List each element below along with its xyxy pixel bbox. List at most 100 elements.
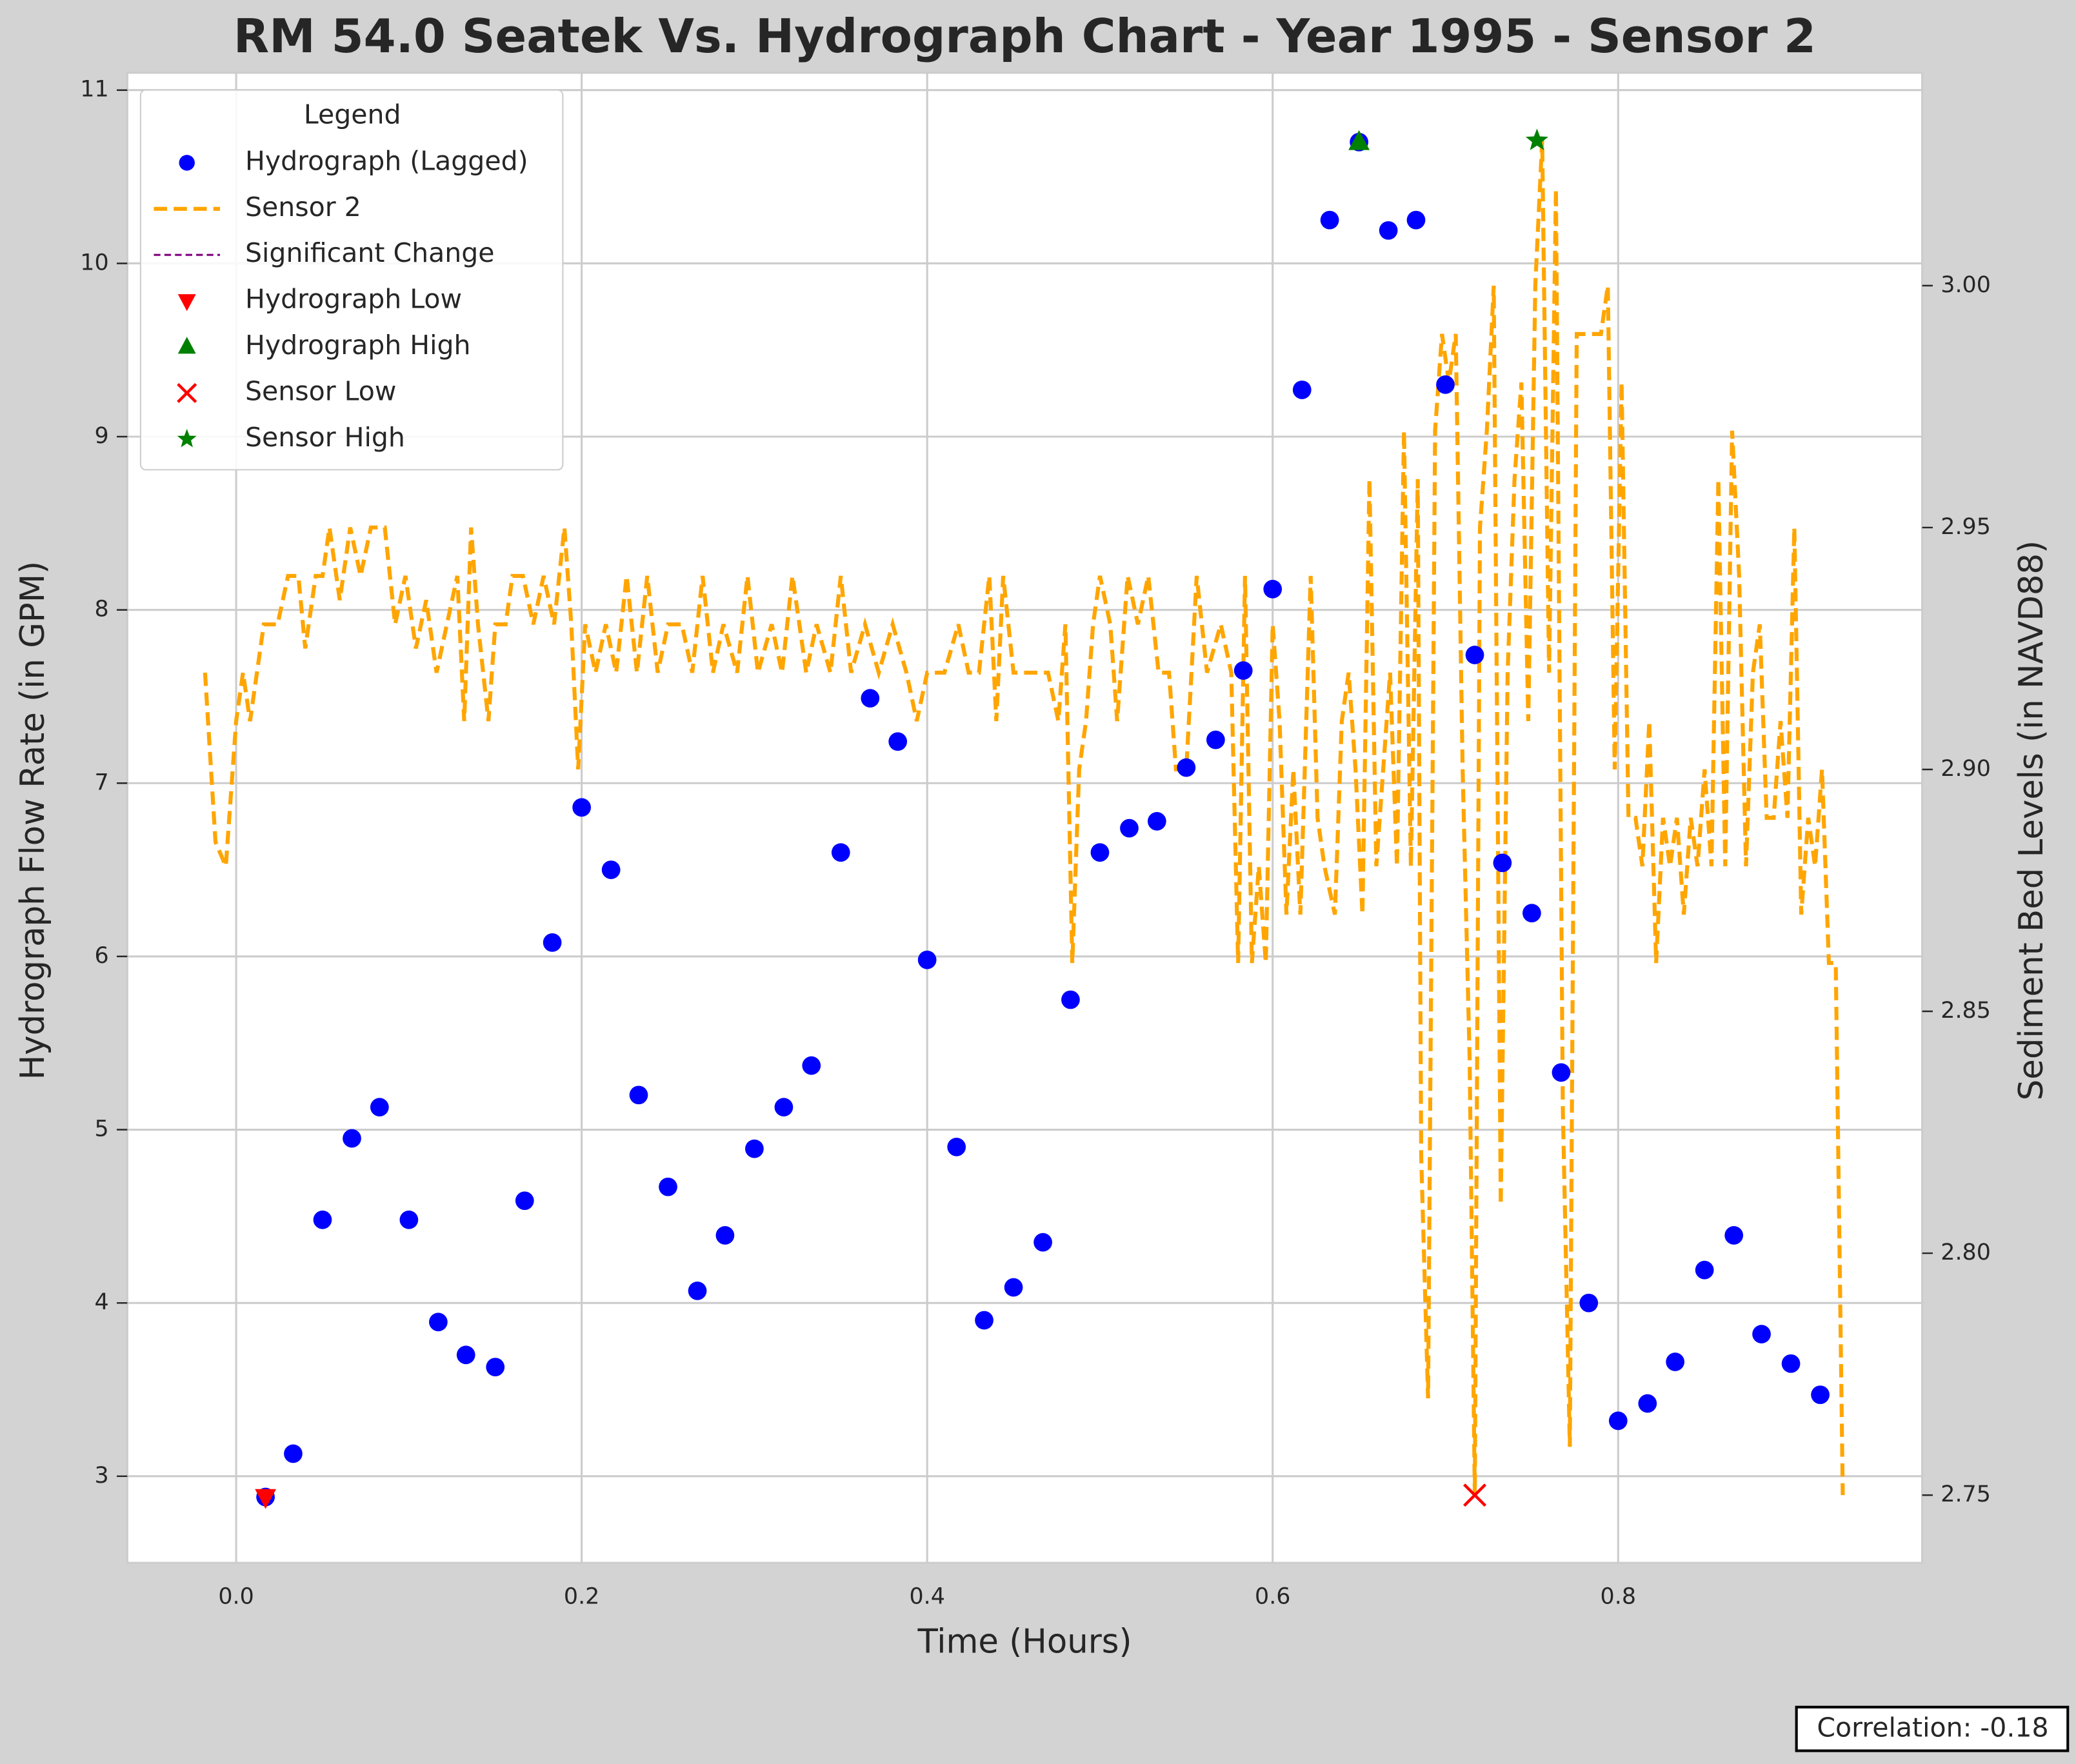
y2-tick-label: 2.80 (1941, 1240, 1991, 1265)
x-marker (1463, 1483, 1487, 1507)
point (917, 950, 937, 969)
legend-swatch (177, 337, 196, 354)
point (629, 1085, 648, 1105)
point (572, 798, 591, 817)
y-axis-label: Hydrograph Flow Rate (in GPM) (14, 561, 52, 1080)
point (1004, 1278, 1023, 1297)
y-tick-label: 9 (94, 423, 108, 449)
point (1781, 1354, 1801, 1373)
y-tick-label: 10 (80, 250, 108, 275)
y2-axis-label: Sediment Bed Levels (in NAVD88) (2012, 540, 2051, 1100)
legend-label: Sensor 2 (245, 192, 361, 223)
point (1379, 221, 1398, 240)
y-tick-label: 6 (94, 943, 108, 969)
point (1120, 818, 1139, 838)
point (1233, 661, 1253, 680)
point (1292, 381, 1312, 399)
point (888, 732, 908, 751)
y2-tick-label: 2.90 (1941, 756, 1991, 782)
point (861, 689, 880, 708)
point (659, 1177, 677, 1196)
point (1061, 990, 1080, 1009)
y2-tick-label: 2.75 (1941, 1482, 1991, 1507)
point (1724, 1226, 1744, 1245)
labels: 0.0 0.2 0.4 0.6 0.8 3 4 5 6 7 8 9 10 11 2.75 2.80 2.85 2.… (80, 77, 1991, 1610)
y-tick-label: 8 (94, 597, 108, 622)
x-tick-label: 0.0 (218, 1583, 254, 1609)
point (688, 1282, 707, 1300)
y-tick-label: 5 (94, 1116, 108, 1142)
point (456, 1345, 475, 1365)
point (1147, 811, 1166, 831)
point (1811, 1385, 1830, 1404)
point (1695, 1260, 1714, 1280)
point (1406, 210, 1426, 230)
chart-title: RM 54.0 Seatek Vs. Hydrograph Chart - Ye… (234, 9, 1816, 63)
point (715, 1226, 735, 1245)
y2-tick-label: 2.85 (1941, 998, 1991, 1024)
point (1752, 1325, 1771, 1343)
point (1638, 1394, 1657, 1413)
y-tick-label: 7 (94, 769, 108, 795)
point (831, 843, 850, 862)
point (543, 933, 562, 952)
point (1552, 1063, 1571, 1082)
point (1090, 843, 1110, 862)
point (1263, 580, 1283, 599)
point (1493, 853, 1512, 873)
point (1436, 375, 1455, 394)
triangle-up (1348, 130, 1370, 150)
y-tick-label: 11 (80, 77, 108, 103)
point (486, 1358, 505, 1376)
point (313, 1210, 332, 1229)
point (802, 1056, 821, 1075)
series-line (203, 140, 1845, 1496)
y2-tick-label: 3.00 (1941, 272, 1991, 298)
point (1465, 646, 1484, 664)
legend-title: Legend (304, 99, 401, 130)
legend-label: Sensor Low (245, 375, 396, 406)
x-tick-label: 0.2 (564, 1583, 599, 1609)
legend-label: Hydrograph High (245, 330, 471, 361)
triangle-down (255, 1489, 277, 1509)
point (1033, 1233, 1052, 1252)
legend-label: Significant Change (245, 237, 495, 268)
marks (203, 128, 1845, 1509)
legend-label: Hydrograph Low (245, 284, 462, 315)
y-tick-label: 3 (94, 1463, 108, 1489)
legend: Legend Hydrograph (Lagged) Sensor 2 Signif… (139, 89, 564, 471)
point (947, 1138, 966, 1156)
point (1522, 904, 1541, 923)
point (975, 1311, 993, 1330)
point (343, 1129, 361, 1148)
point (429, 1313, 448, 1332)
point (284, 1444, 303, 1463)
point (1177, 758, 1196, 777)
x-tick-label: 0.4 (909, 1583, 944, 1609)
point (601, 860, 621, 879)
x-axis-label: Time (Hours) (917, 1622, 1132, 1661)
annotation: Correlation: -0.18 (1817, 1712, 2048, 1743)
point (1206, 730, 1225, 749)
x-tick-label: 0.6 (1255, 1583, 1290, 1609)
legend-swatch (177, 382, 197, 403)
y2-tick-label: 2.95 (1941, 514, 1991, 540)
legend-box (139, 89, 564, 471)
legend-swatch (179, 155, 195, 171)
point (1579, 1293, 1599, 1313)
annotation-box (1795, 1705, 2070, 1752)
point (774, 1098, 793, 1116)
point (399, 1210, 419, 1229)
star (1525, 128, 1548, 150)
point (515, 1191, 534, 1211)
legend-label: Hydrograph (Lagged) (245, 145, 528, 176)
point (1608, 1411, 1628, 1431)
legend-swatch (177, 294, 196, 312)
legend-label: Sensor High (245, 422, 405, 453)
legend-swatch (177, 428, 197, 448)
point (370, 1098, 389, 1116)
y-tick-label: 4 (94, 1289, 108, 1315)
point (1666, 1353, 1685, 1371)
